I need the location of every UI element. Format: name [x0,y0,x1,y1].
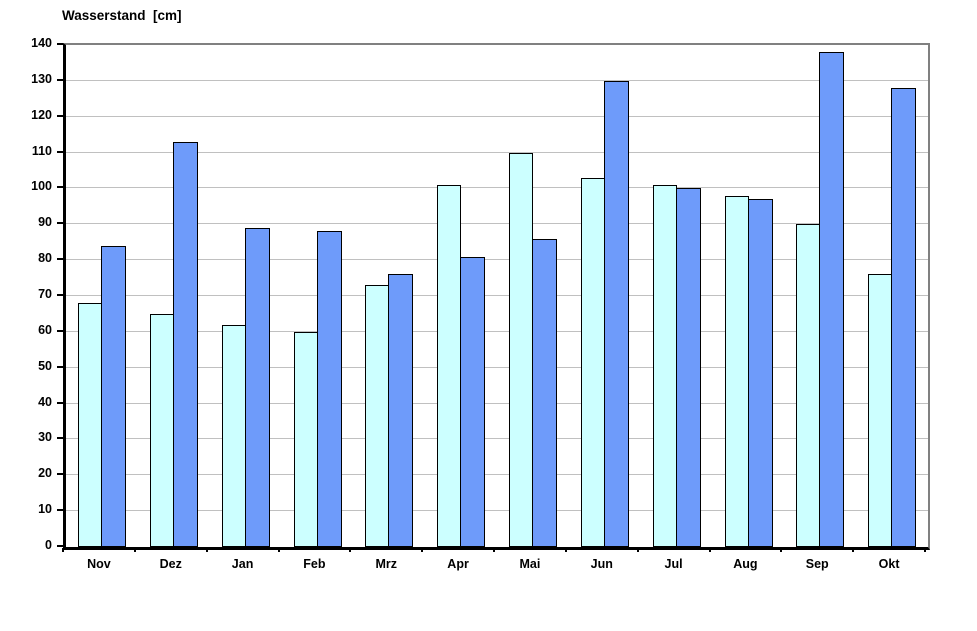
x-axis-tick-8 [637,548,639,552]
x-axis-tick-10 [780,548,782,552]
x-axis-tick-7 [565,548,567,552]
bar-series2-mai [532,239,557,547]
bar-series1-sep [796,224,821,547]
bar-series2-jan [244,228,270,547]
x-axis-label-aug: Aug [733,557,758,571]
x-axis-tick-12 [924,548,926,552]
gridline-120 [66,115,928,117]
bar-series1-aug [724,196,749,547]
bar-series1-jan [221,325,246,547]
y-axis-tick-label-10: 10 [38,502,52,517]
y-axis-tick-120 [57,114,63,117]
y-axis-tick-label-130: 130 [31,71,52,86]
y-axis-tick-80 [57,258,63,261]
bar-series2-okt [891,88,917,547]
y-axis-tick-10 [57,509,63,512]
bar-series2-nov [101,246,126,547]
gridline-40 [66,402,928,404]
y-axis-tick-90 [57,222,63,225]
y-axis-tick-label-70: 70 [38,287,52,301]
bar-series1-okt [868,274,893,547]
gridline-20 [66,474,928,476]
plot-area [63,43,930,550]
y-axis-tick-label-90: 90 [38,215,52,230]
gridline-60 [66,330,928,332]
x-axis-label-mai: Mai [519,557,541,571]
bar-series2-dez [172,142,198,547]
y-axis-tick-70 [57,294,63,296]
gridline-100 [66,187,928,189]
x-axis-tick-11 [852,548,854,552]
gridline-10 [66,510,928,512]
bar-series1-mrz [365,285,390,547]
x-axis-tick-3 [278,548,280,552]
y-axis-tick-50 [57,365,63,368]
x-axis-label-apr: Apr [447,557,469,571]
x-axis-tick-6 [493,548,495,552]
y-axis-tick-label-140: 140 [31,36,52,50]
x-axis-label-feb: Feb [303,557,326,571]
gridline-90 [66,223,928,225]
y-axis-tick-20 [57,473,63,476]
y-axis-tick-label-30: 30 [38,430,52,445]
gridline-110 [66,151,928,153]
y-axis-tick-40 [57,401,63,404]
x-axis-label-jun: Jun [590,557,613,571]
x-axis-tick-9 [709,548,711,552]
y-axis-tick-label-20: 20 [38,466,52,481]
x-axis-label-jan: Jan [231,557,254,571]
gridline-80 [66,259,928,261]
y-axis-tick-100 [57,186,63,189]
bar-series2-mrz [388,274,414,547]
y-axis-tick-60 [57,329,63,332]
y-axis-tick-0 [57,545,63,547]
x-axis-tick-2 [206,548,208,552]
chart-title: Wasserstand [cm] [62,8,182,23]
y-axis-tick-label-80: 80 [38,251,52,266]
y-axis-tick-label-110: 110 [31,143,52,158]
bar-series1-dez [149,314,174,547]
bar-series2-sep [819,52,845,547]
y-axis-tick-label-120: 120 [31,107,52,122]
x-axis-tick-5 [421,548,423,552]
x-axis-label-dez: Dez [159,557,182,571]
bar-series1-feb [293,332,318,547]
y-axis-tick-30 [57,437,63,440]
gridline-50 [66,366,928,368]
x-axis-label-sep: Sep [805,557,829,571]
x-axis-label-jul: Jul [664,557,683,571]
x-axis-tick-0 [62,548,64,552]
bar-series1-apr [437,185,462,547]
bar-series2-apr [460,257,486,547]
x-axis-tick-1 [134,548,136,552]
y-axis-tick-label-40: 40 [38,394,52,409]
bar-series1-jun [580,178,605,547]
x-axis-label-nov: Nov [87,557,111,571]
gridline-130 [66,79,928,81]
gridline-30 [66,438,928,440]
y-axis-tick-label-100: 100 [31,179,52,194]
y-axis-tick-label-0: 0 [45,538,52,552]
bar-series1-nov [78,303,102,547]
y-axis-tick-130 [57,78,63,81]
x-axis-tick-4 [349,548,351,552]
x-axis-label-mrz: Mrz [375,557,397,571]
y-axis-tick-label-60: 60 [38,322,52,337]
y-axis-tick-label-50: 50 [38,358,52,373]
bar-series1-mai [509,153,533,547]
bar-series2-aug [747,199,773,547]
bar-series2-feb [316,231,342,547]
bar-series2-jul [675,188,701,547]
bar-series2-jun [603,81,629,547]
y-axis-tick-110 [57,150,63,153]
y-axis-tick-140 [57,43,63,45]
bar-series1-jul [652,185,677,547]
x-axis-label-okt: Okt [878,557,900,571]
gridline-70 [66,295,928,296]
